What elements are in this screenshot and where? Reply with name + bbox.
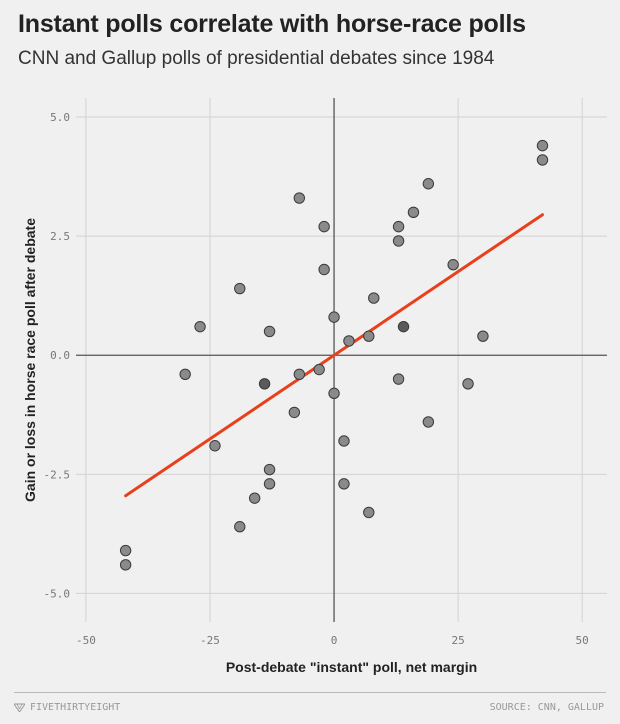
data-point	[318, 220, 330, 233]
y-tick-label: 2.5	[50, 230, 70, 243]
data-point	[343, 335, 355, 347]
data-point	[422, 178, 435, 190]
trend-line	[124, 213, 544, 498]
footer-divider	[14, 692, 606, 693]
data-point	[293, 368, 306, 380]
data-point	[392, 235, 405, 247]
data-point	[462, 378, 474, 390]
data-point	[119, 559, 132, 571]
x-tick-label: 25	[451, 634, 464, 647]
y-tick-label: -2.5	[44, 468, 71, 481]
chart-subtitle: CNN and Gallup polls of presidential deb…	[18, 48, 495, 69]
data-point	[234, 521, 246, 533]
x-tick-label: 50	[576, 634, 589, 647]
x-tick-label: -25	[200, 634, 220, 647]
x-axis-label: Post-debate "instant" poll, net margin	[226, 659, 477, 675]
data-point	[258, 378, 271, 390]
data-point	[338, 478, 350, 490]
data-point	[179, 368, 191, 380]
data-point	[363, 506, 375, 519]
y-tick-label: -5.0	[44, 587, 71, 600]
y-tick-label: 5.0	[50, 111, 70, 124]
data-point	[263, 478, 276, 490]
data-point	[194, 320, 206, 333]
data-point	[248, 492, 261, 504]
brand-name: FIVETHIRTYEIGHT	[30, 702, 121, 713]
scatter-chart: 5.0 2.5 0.0 -2.5 -5.0 -50 -25 0 25 50 Post-debate …	[22, 98, 607, 675]
y-axis-label: Gain or loss in horse race poll after de…	[22, 218, 38, 502]
source-note: SOURCE: CNN, GALLUP	[489, 702, 604, 713]
data-point	[392, 220, 405, 233]
x-tick-label: 0	[331, 634, 338, 647]
data-point	[119, 544, 132, 557]
data-point	[392, 373, 405, 385]
data-point	[338, 435, 350, 447]
data-point	[209, 440, 221, 452]
data-point	[318, 263, 330, 276]
data-point	[293, 192, 306, 204]
data-point	[422, 416, 435, 428]
fivethirtyeight-logo: FIVETHIRTYEIGHT	[14, 702, 120, 713]
data-point	[536, 154, 549, 166]
y-tick-label: 0.0	[50, 349, 70, 362]
data-point	[328, 387, 340, 400]
chart-title: Instant polls correlate with horse-race …	[18, 10, 526, 38]
data-point	[363, 330, 375, 342]
data-point	[397, 320, 410, 333]
data-point	[313, 363, 325, 376]
data-point	[328, 311, 340, 323]
data-point	[263, 325, 276, 338]
data-point	[263, 463, 276, 476]
data-point	[447, 259, 459, 271]
data-point	[407, 206, 420, 219]
data-point	[477, 330, 489, 342]
data-point	[368, 292, 380, 304]
data-point	[234, 282, 246, 295]
x-tick-label: -50	[76, 634, 96, 647]
data-point	[536, 139, 549, 152]
fivethirtyeight-icon	[14, 703, 25, 712]
data-point	[288, 406, 301, 419]
